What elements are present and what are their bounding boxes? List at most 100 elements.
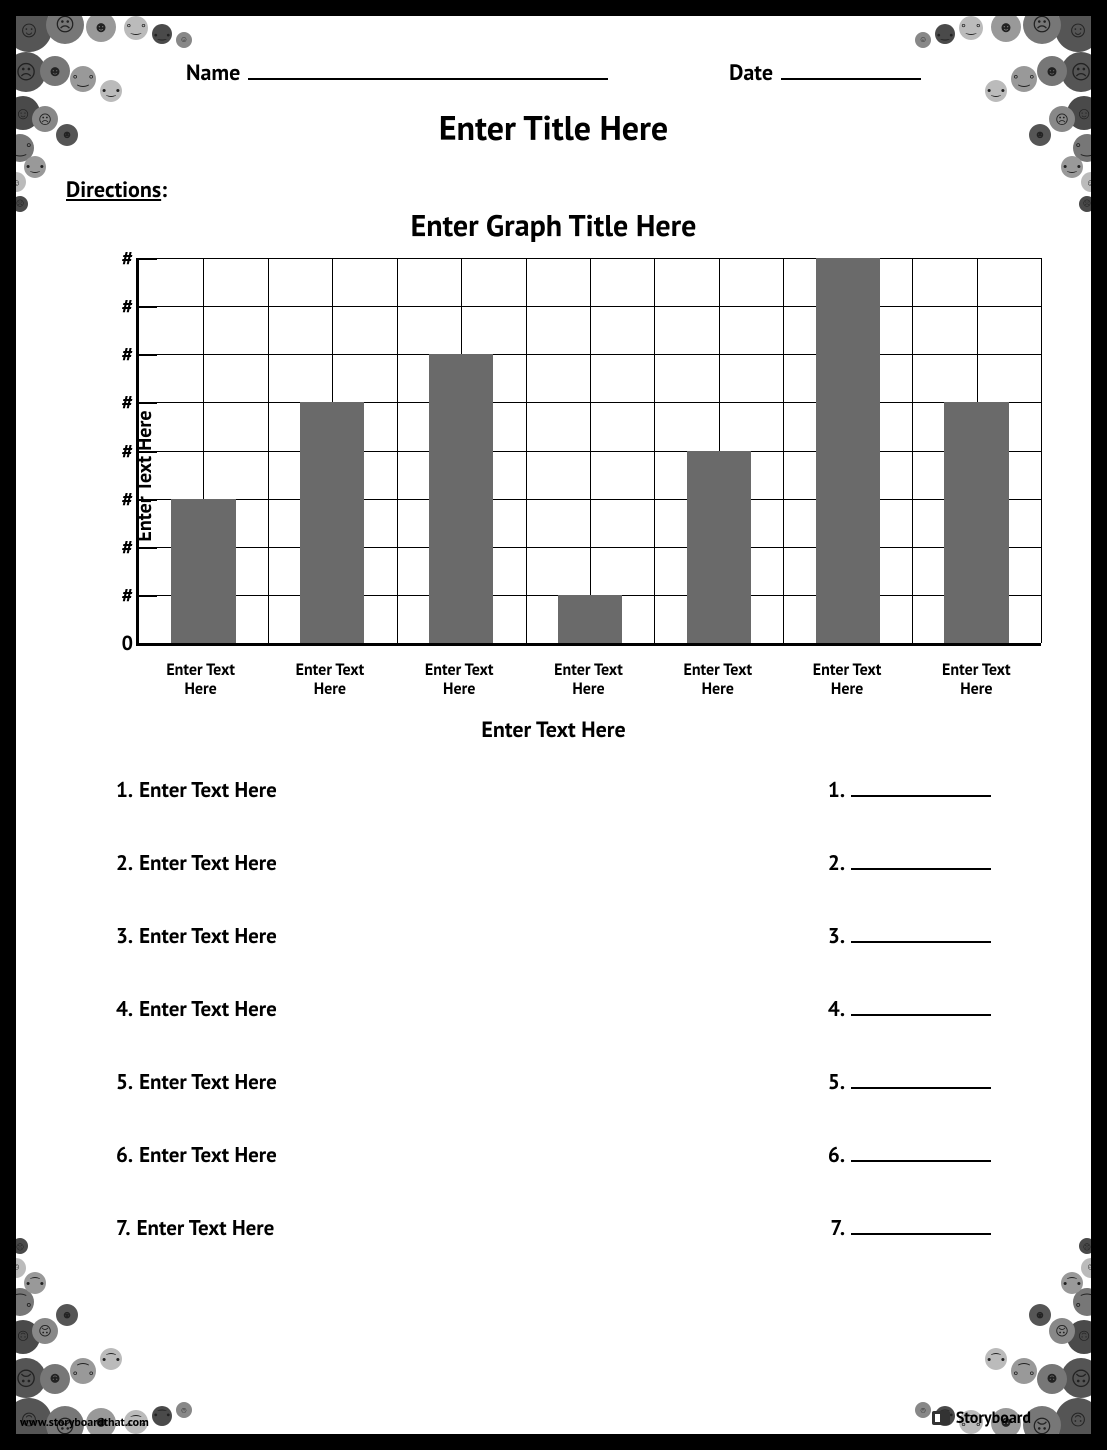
name-line[interactable] bbox=[248, 56, 608, 80]
header-row: Name Date bbox=[186, 56, 921, 87]
chart-area: Enter Text Here 0######## Enter TextHere… bbox=[46, 246, 1041, 706]
emoji-icon: •‿• bbox=[1061, 1272, 1083, 1294]
emoji-icon: ☻ bbox=[40, 1364, 70, 1394]
emoji-icon: •‿• bbox=[24, 1272, 46, 1294]
emoji-icon: °‿° bbox=[70, 66, 96, 92]
bar bbox=[816, 258, 880, 643]
answer-blank[interactable]: 1. bbox=[828, 776, 991, 803]
emoji-icon: ☺ bbox=[176, 32, 192, 48]
emoji-icon: ☺ bbox=[16, 1258, 26, 1278]
footer-brand: Storyboard bbox=[930, 1408, 1031, 1428]
emoji-icon: ☺ bbox=[1055, 1398, 1091, 1434]
answer-blank[interactable]: 3. bbox=[828, 922, 991, 949]
emoji-icon: ☹ bbox=[1049, 1318, 1075, 1344]
emoji-icon: ☺ bbox=[16, 1320, 40, 1354]
emoji-icon: ☺ bbox=[1081, 172, 1091, 192]
answer-blank[interactable]: 5. bbox=[828, 1068, 991, 1095]
question-row: 6.Enter Text Here 6. bbox=[116, 1141, 991, 1168]
name-label: Name bbox=[186, 59, 240, 87]
emoji-icon: ☺ bbox=[915, 32, 931, 48]
graph-title: Enter Graph Title Here bbox=[16, 206, 1091, 245]
xaxis-category-label: Enter TextHere bbox=[912, 661, 1041, 698]
emoji-icon: ☺ bbox=[176, 1402, 192, 1418]
question-row: 7.Enter Text Here 7. bbox=[116, 1214, 991, 1241]
question-text: 6.Enter Text Here bbox=[116, 1141, 277, 1168]
emoji-icon: ☺ bbox=[1067, 1320, 1091, 1354]
emoji-icon: ☺ bbox=[915, 1402, 931, 1418]
emoji-icon: ☹ bbox=[16, 52, 46, 92]
bar bbox=[429, 354, 493, 643]
ytick-label: # bbox=[122, 534, 133, 560]
emoji-icon: ☻ bbox=[1037, 56, 1067, 86]
gridline-v bbox=[397, 258, 398, 643]
gridline-v bbox=[268, 258, 269, 643]
xaxis-category-label: Enter TextHere bbox=[395, 661, 524, 698]
emoji-icon: ☺ bbox=[1081, 1258, 1091, 1278]
question-text: 7.Enter Text Here bbox=[116, 1214, 274, 1241]
answer-blank[interactable]: 2. bbox=[828, 849, 991, 876]
answer-blank[interactable]: 7. bbox=[830, 1214, 991, 1241]
emoji-icon: ☻ bbox=[86, 16, 116, 42]
emoji-icon: ☹ bbox=[1061, 52, 1091, 92]
gridline-v bbox=[912, 258, 913, 643]
emoji-icon: °‿° bbox=[1011, 1358, 1037, 1384]
gridline-v bbox=[783, 258, 784, 643]
bar bbox=[944, 402, 1008, 643]
emoji-icon: ☹ bbox=[1079, 1238, 1091, 1254]
directions-label: Directions bbox=[66, 176, 167, 204]
name-field: Name bbox=[186, 56, 608, 87]
question-row: 4.Enter Text Here 4. bbox=[116, 995, 991, 1022]
question-row: 3.Enter Text Here 3. bbox=[116, 922, 991, 949]
xaxis-category-label: Enter TextHere bbox=[653, 661, 782, 698]
emoji-icon: ☻ bbox=[40, 56, 70, 86]
xaxis-category-label: Enter TextHere bbox=[265, 661, 394, 698]
bar bbox=[687, 451, 751, 644]
question-row: 1.Enter Text Here1. bbox=[116, 776, 991, 803]
xaxis-labels: Enter TextHereEnter TextHereEnter TextHe… bbox=[136, 651, 1041, 706]
date-line[interactable] bbox=[781, 56, 921, 80]
emoji-icon: ☹ bbox=[16, 1358, 46, 1398]
emoji-icon: •‿• bbox=[985, 80, 1007, 102]
emoji-icon: ☹ bbox=[1023, 16, 1061, 44]
question-text: 3.Enter Text Here bbox=[116, 922, 277, 949]
xaxis-category-label: Enter TextHere bbox=[782, 661, 911, 698]
gridline-v bbox=[526, 258, 527, 643]
xaxis-category-label: Enter TextHere bbox=[524, 661, 653, 698]
emoji-icon: ☺ bbox=[16, 16, 52, 52]
page-title: Enter Title Here bbox=[16, 106, 1091, 150]
emoji-icon: °‿° bbox=[959, 16, 983, 40]
emoji-icon: •‿• bbox=[935, 24, 955, 44]
answer-blank[interactable]: 6. bbox=[828, 1141, 991, 1168]
emoji-icon: •‿• bbox=[152, 24, 172, 44]
emoji-icon: ☺ bbox=[1055, 16, 1091, 52]
bar bbox=[558, 595, 622, 643]
ytick-label: # bbox=[122, 582, 133, 608]
worksheet-page: ☺☹☻°‿°•‿•☺☹☻°‿°•‿•☺☹☻°‿°•‿•☺☹ ☺☹☻°‿°•‿•☺… bbox=[16, 16, 1091, 1434]
ytick-label: # bbox=[122, 245, 133, 271]
emoji-icon: ☹ bbox=[32, 1318, 58, 1344]
emoji-icon: ☺ bbox=[16, 172, 26, 192]
bar bbox=[171, 499, 235, 643]
question-text: 4.Enter Text Here bbox=[116, 995, 277, 1022]
emoji-icon: ☹ bbox=[46, 16, 84, 44]
chart-plot: 0######## bbox=[136, 258, 1041, 646]
emoji-icon: •‿• bbox=[1061, 156, 1083, 178]
emoji-icon: °‿° bbox=[1073, 1288, 1091, 1316]
question-row: 5.Enter Text Here 5. bbox=[116, 1068, 991, 1095]
question-text: 5.Enter Text Here bbox=[116, 1068, 277, 1095]
emoji-icon: ☹ bbox=[1061, 1358, 1091, 1398]
ytick-label: # bbox=[122, 486, 133, 512]
xaxis-title: Enter Text Here bbox=[16, 716, 1091, 744]
emoji-icon: °‿° bbox=[70, 1358, 96, 1384]
emoji-icon: •‿• bbox=[24, 156, 46, 178]
emoji-icon: ☻ bbox=[991, 16, 1021, 42]
emoji-icon: °‿° bbox=[1011, 66, 1037, 92]
bar bbox=[300, 402, 364, 643]
storyboard-icon bbox=[930, 1409, 952, 1427]
answer-blank[interactable]: 4. bbox=[828, 995, 991, 1022]
questions-section: 1.Enter Text Here1. 2.Enter Text Here2. 3.… bbox=[116, 776, 991, 1374]
question-row: 2.Enter Text Here2. bbox=[116, 849, 991, 876]
emoji-icon: ☹ bbox=[16, 1238, 28, 1254]
gridline-v bbox=[654, 258, 655, 643]
date-label: Date bbox=[729, 59, 773, 87]
